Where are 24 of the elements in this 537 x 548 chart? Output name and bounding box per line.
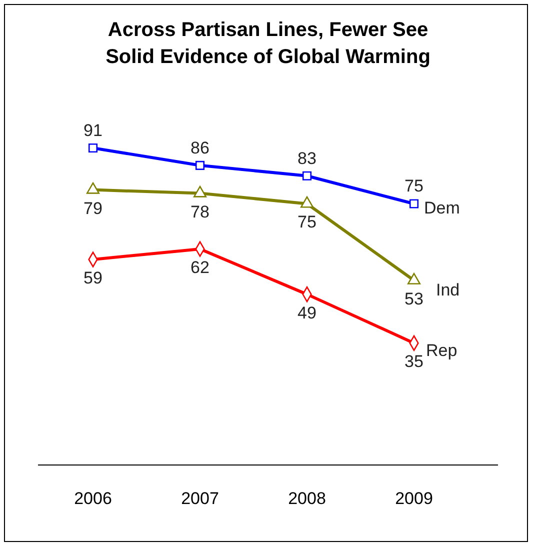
point bbox=[409, 199, 419, 208]
data-label: 75 bbox=[404, 176, 424, 196]
data-label: 91 bbox=[84, 121, 102, 140]
data-label: 78 bbox=[190, 202, 210, 222]
data-label: 53 bbox=[404, 289, 424, 308]
x-tick-label: 2009 bbox=[395, 489, 433, 508]
x-tick-label: 2008 bbox=[288, 489, 326, 508]
data-label: 83 bbox=[298, 148, 316, 168]
point bbox=[195, 160, 205, 170]
data-label: 79 bbox=[84, 198, 102, 218]
data-label: 62 bbox=[190, 258, 210, 278]
data-label: 86 bbox=[190, 138, 210, 158]
point bbox=[88, 143, 98, 153]
x-tick-label: 2007 bbox=[181, 489, 219, 508]
series-label: Ind bbox=[436, 280, 460, 300]
data-label: 49 bbox=[298, 303, 316, 322]
x-tick-label: 2006 bbox=[74, 489, 112, 508]
point bbox=[302, 171, 312, 180]
series-label: Rep bbox=[426, 341, 458, 360]
data-label: 35 bbox=[404, 352, 424, 372]
data-label: 59 bbox=[84, 268, 102, 288]
series-label: Dem bbox=[424, 198, 460, 218]
chart-title: Across Partisan Lines, Fewer See Solid Evidence of Global Warming bbox=[106, 19, 430, 68]
data-label: 75 bbox=[298, 212, 316, 232]
